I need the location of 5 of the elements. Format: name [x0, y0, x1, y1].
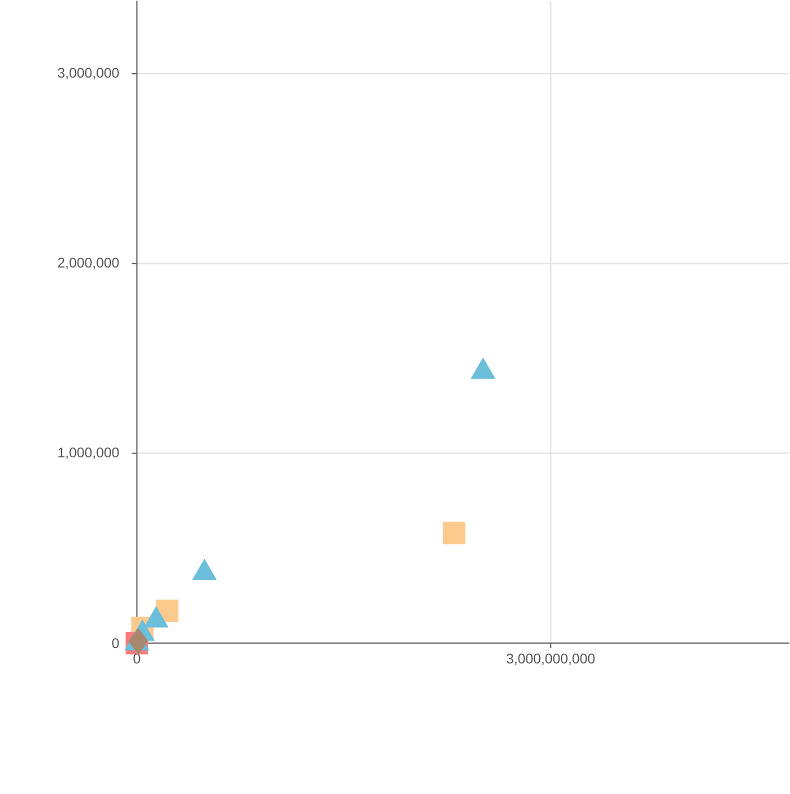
y-tick-label: 0	[112, 638, 119, 648]
x-tick-label: 3,000,000,000	[506, 654, 595, 666]
y-tick-label: 2,000,000	[58, 258, 119, 270]
y-tick-label: 3,000,000	[58, 68, 119, 80]
y-tick-label: 1,000,000	[58, 448, 119, 460]
